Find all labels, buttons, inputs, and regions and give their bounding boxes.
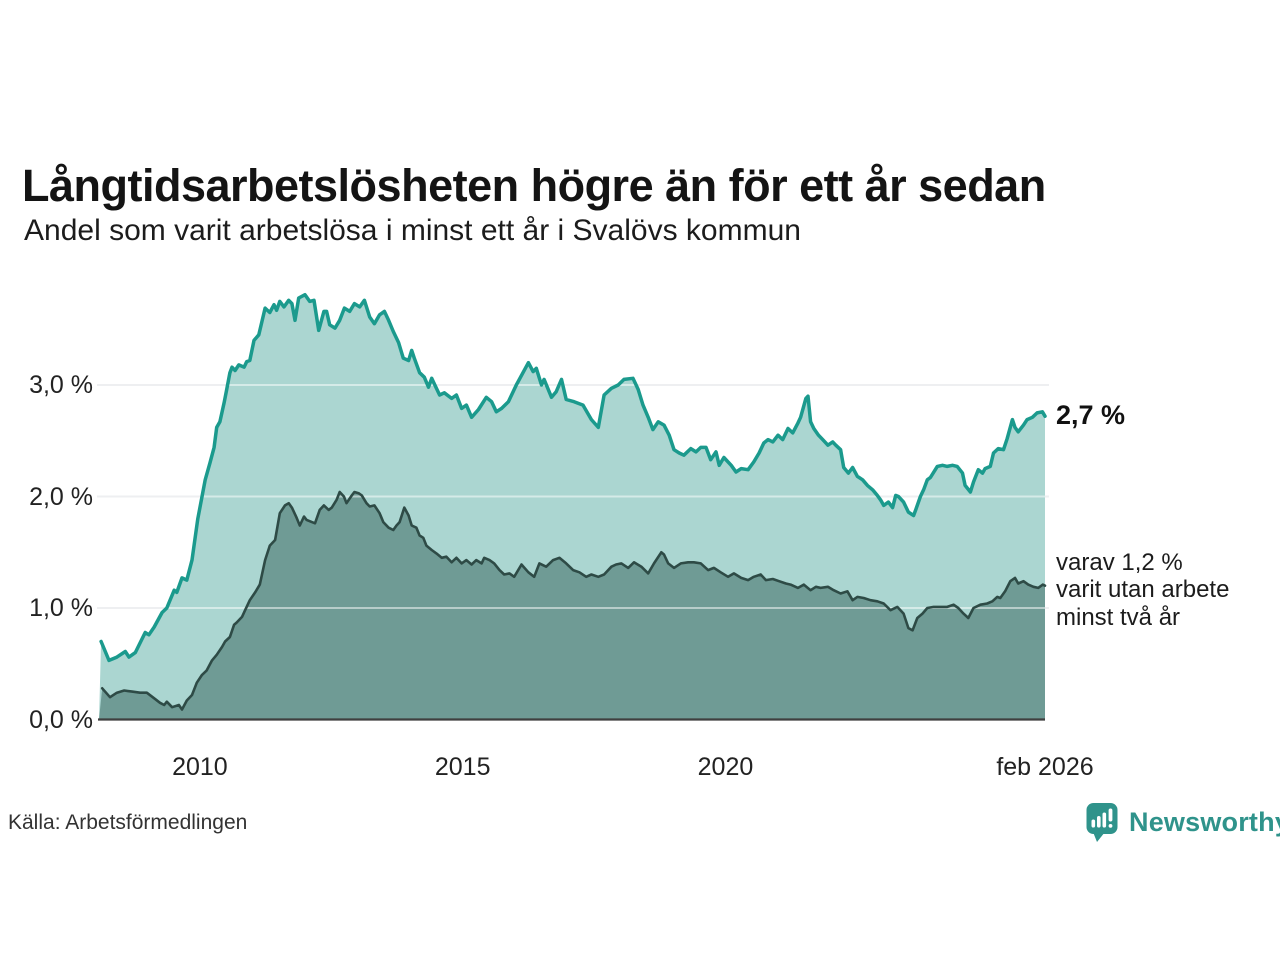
series-line-one-year <box>99 292 1047 663</box>
chart-subtitle: Andel som varit arbetslösa i minst ett å… <box>24 214 801 247</box>
series-line-two-years <box>100 490 1047 711</box>
brand-name: Newsworthy <box>1129 806 1280 837</box>
y-tick-label: 3,0 % <box>29 371 93 399</box>
x-tick-label: 2015 <box>434 753 491 781</box>
y-tick-label: 0,0 % <box>29 705 93 734</box>
annotation-current-value: 2,7 % <box>1056 400 1126 431</box>
gridlines-overlay <box>97 384 1049 609</box>
chart-title: Långtidsarbetslösheten högre än för ett … <box>22 160 1046 212</box>
newsworthy-logo: Newsworthy <box>1086 802 1280 842</box>
annotation-line: minst två år <box>1056 603 1181 631</box>
annotation-two-year-share: varav 1,2 % varit utan arbete minst två … <box>1056 549 1229 632</box>
newsworthy-icon <box>1086 803 1118 842</box>
x-tick-label: 2010 <box>172 753 228 781</box>
annotation-line: varav 1,2 % <box>1056 548 1183 576</box>
source-label: Källa: Arbetsförmedlingen <box>8 811 248 834</box>
y-tick-label: 2,0 % <box>29 482 93 511</box>
x-tick-label: 2020 <box>697 753 754 781</box>
x-tick-label: feb 2026 <box>996 753 1094 781</box>
area-fill-two-years <box>99 492 1045 720</box>
y-tick-label: 1,0 % <box>29 594 93 622</box>
annotation-line: varit utan arbete <box>1056 576 1230 604</box>
